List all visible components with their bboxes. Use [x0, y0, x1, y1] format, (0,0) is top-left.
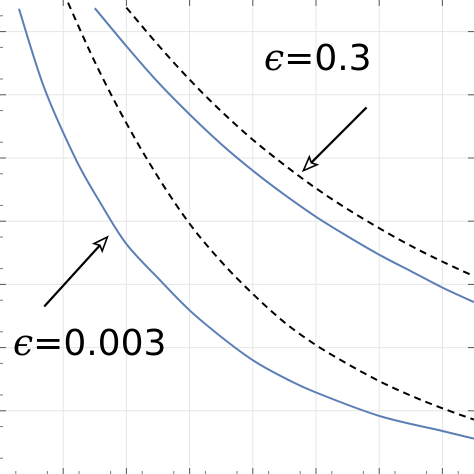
series-line-2-dashed: [65, 0, 474, 421]
annotation-arrow-shaft-1: [310, 106, 368, 164]
series-group: [18, 0, 474, 440]
annotation-eps-symbol: ϵ: [13, 323, 33, 364]
annotation-arrow-head-1: [301, 154, 320, 173]
annotation-eps-value: =0.003: [33, 323, 166, 364]
annotation-eps-0.003: ϵ=0.003: [13, 323, 166, 364]
series-line-3-solid: [94, 7, 474, 304]
annotation-arrows: [43, 106, 368, 308]
annotation-arrow-head-2: [91, 235, 109, 254]
series-line-4-dashed: [125, 6, 474, 278]
annotation-eps-value: =0.3: [284, 38, 371, 79]
annotation-eps-0.3: ϵ=0.3: [264, 38, 372, 79]
annotation-arrow-shaft-2: [43, 244, 101, 308]
annotation-eps-symbol: ϵ: [264, 38, 284, 79]
series-line-1-solid: [18, 8, 474, 440]
